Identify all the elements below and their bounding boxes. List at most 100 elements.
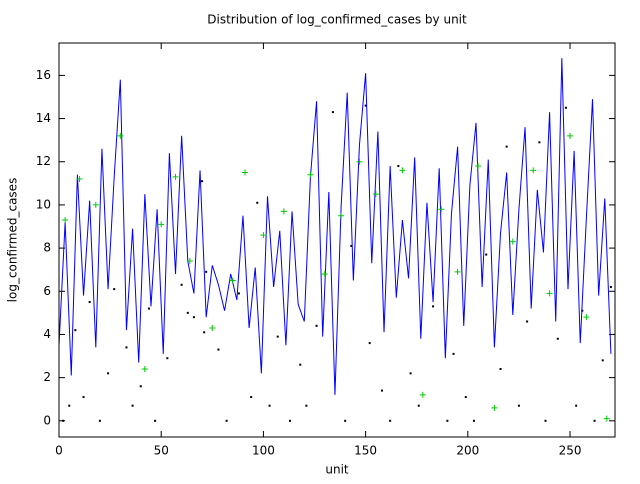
- y-tick-label: 8: [43, 241, 51, 255]
- data-dot: [288, 419, 291, 422]
- data-dot: [62, 419, 65, 422]
- x-axis-label: unit: [325, 463, 349, 477]
- data-dot: [217, 348, 220, 351]
- data-dot: [139, 385, 142, 388]
- data-dot: [68, 404, 71, 407]
- y-tick-label: 12: [36, 154, 51, 168]
- data-dot: [389, 419, 392, 422]
- data-cross: [399, 167, 406, 174]
- x-tick-label: 150: [354, 444, 377, 458]
- data-dot: [201, 180, 204, 183]
- y-tick-label: 14: [36, 111, 51, 125]
- x-tick-label: 100: [252, 444, 275, 458]
- y-tick-label: 10: [36, 197, 51, 211]
- data-dot: [409, 372, 412, 375]
- data-cross: [603, 415, 610, 422]
- x-tick-label: 0: [55, 444, 63, 458]
- data-dot: [452, 352, 455, 355]
- data-dot: [517, 404, 520, 407]
- data-dot: [256, 201, 259, 204]
- plot-frame: [58, 42, 616, 438]
- data-cross: [454, 268, 461, 275]
- data-dot: [299, 363, 302, 366]
- data-dot: [82, 396, 85, 399]
- data-dot: [344, 419, 347, 422]
- y-tick-label: 6: [43, 284, 51, 298]
- data-cross: [260, 232, 267, 239]
- data-dot: [417, 404, 420, 407]
- data-dot: [556, 337, 559, 340]
- data-dot: [192, 316, 195, 319]
- data-cross: [438, 206, 445, 213]
- data-dot: [147, 307, 150, 310]
- data-dot: [113, 288, 116, 291]
- data-cross: [307, 171, 314, 178]
- data-cross: [419, 391, 426, 398]
- y-axis-label: log_confirmed_cases: [6, 178, 20, 303]
- data-dot: [609, 285, 612, 288]
- data-cross: [229, 277, 236, 284]
- data-dot: [397, 165, 400, 168]
- data-dot: [203, 331, 206, 334]
- data-cross: [76, 176, 83, 183]
- data-dot: [505, 145, 508, 148]
- data-cross: [280, 208, 287, 215]
- data-dot: [268, 404, 271, 407]
- data-dot: [98, 419, 101, 422]
- data-dot: [88, 301, 91, 304]
- data-dot: [544, 419, 547, 422]
- chart-title: Distribution of log_confirmed_cases by u…: [207, 13, 467, 27]
- data-dot: [125, 346, 128, 349]
- data-cross: [321, 271, 328, 278]
- data-dot: [74, 329, 77, 332]
- data-cross: [92, 201, 99, 208]
- data-dot: [276, 335, 279, 338]
- data-dot: [526, 320, 529, 323]
- data-cross: [141, 365, 148, 372]
- data-dot: [107, 372, 110, 375]
- data-cross: [242, 169, 249, 176]
- data-cross: [338, 212, 345, 219]
- data-dot: [485, 253, 488, 256]
- data-dot: [225, 419, 228, 422]
- data-cross: [491, 404, 498, 411]
- data-dot: [305, 404, 308, 407]
- data-cross: [186, 258, 193, 265]
- y-tick-label: 4: [43, 327, 51, 341]
- data-dot: [250, 396, 253, 399]
- data-dot: [368, 342, 371, 345]
- data-dot: [601, 359, 604, 362]
- data-dot: [331, 111, 334, 114]
- data-cross: [546, 290, 553, 297]
- data-cross: [583, 314, 590, 321]
- data-cross: [372, 191, 379, 198]
- data-dot: [205, 270, 208, 273]
- data-cross: [158, 221, 165, 228]
- data-dot: [472, 419, 475, 422]
- data-cross: [475, 163, 482, 170]
- data-cross: [356, 158, 363, 165]
- data-dot: [166, 357, 169, 360]
- data-dot: [180, 283, 183, 286]
- data-dot: [131, 404, 134, 407]
- data-dot: [464, 396, 467, 399]
- y-tick-label: 2: [43, 370, 51, 384]
- data-cross: [530, 167, 537, 174]
- data-dot: [237, 292, 240, 295]
- data-cross: [509, 238, 516, 245]
- data-dot: [380, 389, 383, 392]
- data-dot: [575, 404, 578, 407]
- x-tick-label: 50: [154, 444, 169, 458]
- data-dot: [564, 106, 567, 109]
- x-tick-label: 250: [559, 444, 582, 458]
- data-cross: [209, 324, 216, 331]
- data-dot: [432, 305, 435, 308]
- data-cross: [62, 217, 69, 224]
- y-tick-label: 16: [36, 68, 51, 82]
- data-cross: [567, 132, 574, 139]
- data-line: [58, 58, 612, 395]
- data-dot: [315, 324, 318, 327]
- data-dot: [154, 419, 157, 422]
- data-dot: [499, 367, 502, 370]
